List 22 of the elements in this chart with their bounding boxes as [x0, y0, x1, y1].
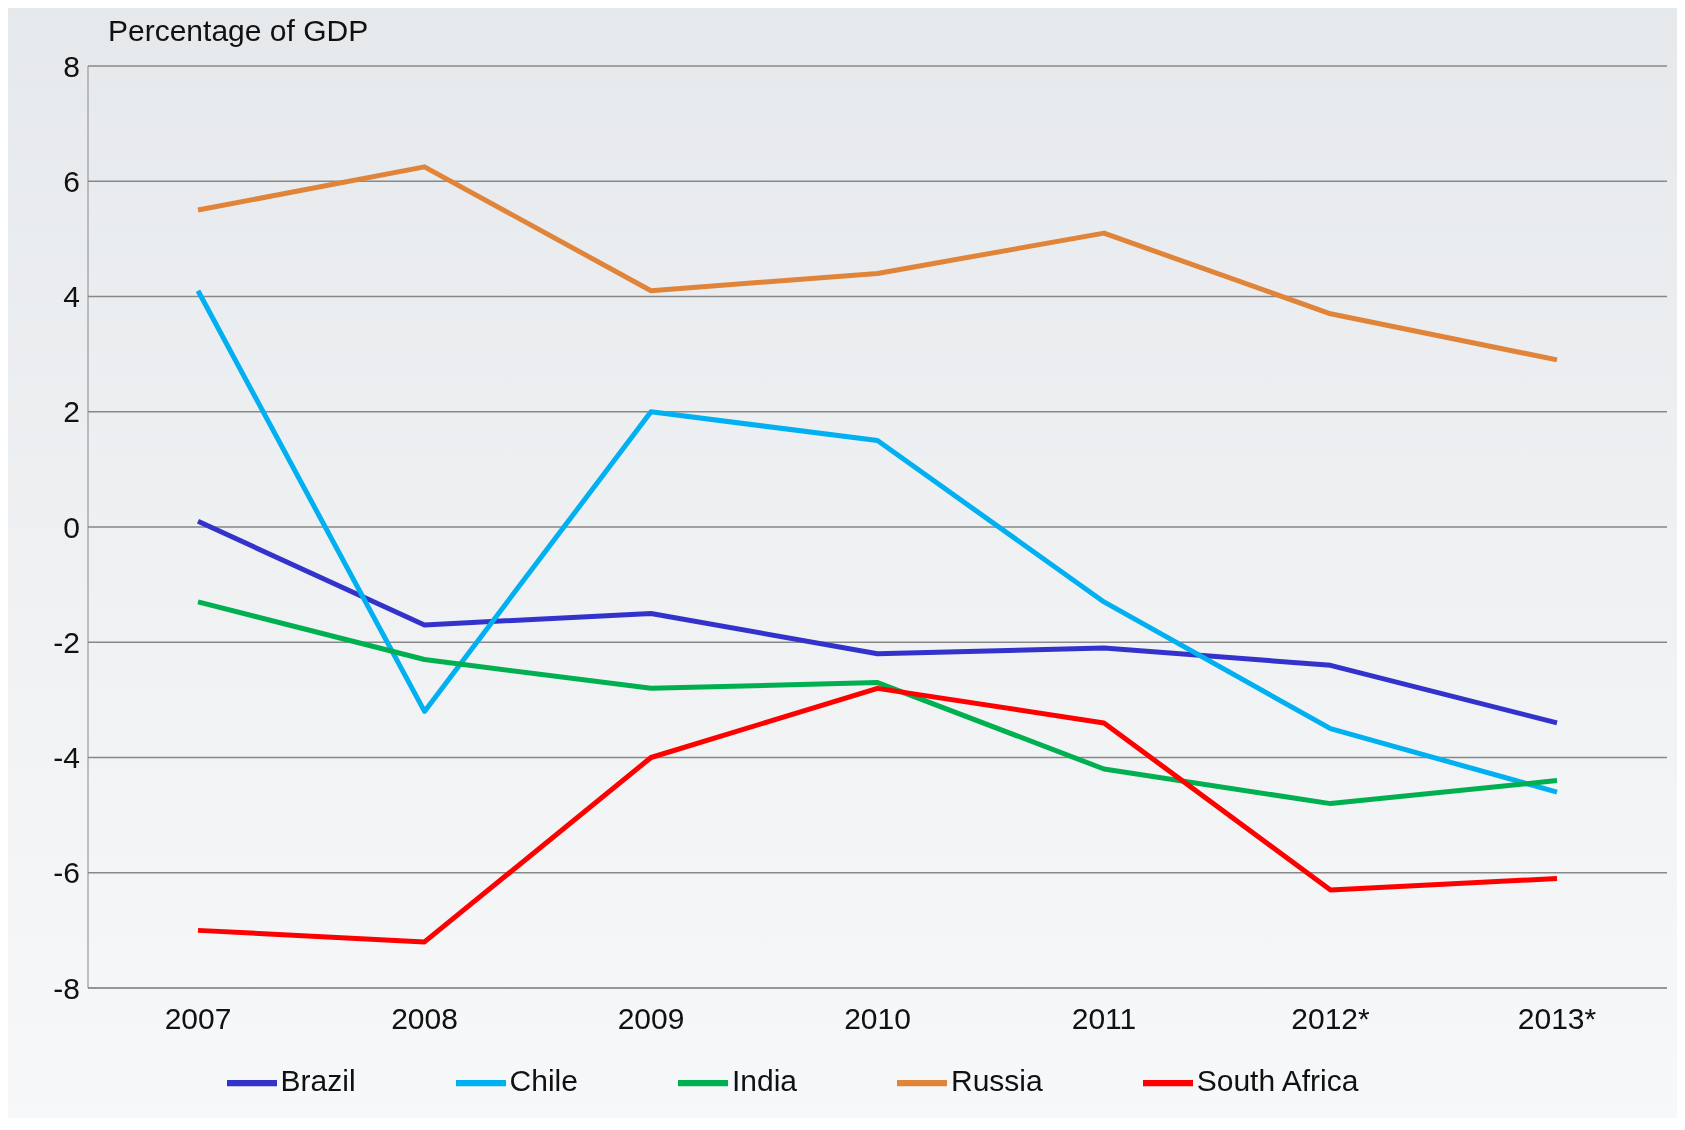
y-tick-label: 4 [63, 280, 80, 314]
x-tick-label: 2009 [617, 1002, 685, 1036]
x-tick-label: 2012* [1291, 1002, 1371, 1036]
y-tick-label: 2 [63, 395, 80, 429]
legend-label: India [731, 1063, 797, 1097]
x-tick-label: 2007 [164, 1002, 232, 1036]
legend-label: Brazil [280, 1063, 356, 1097]
x-tick-label: 2013* [1517, 1002, 1597, 1036]
y-tick-label: -8 [53, 971, 80, 1005]
y-tick-label: 6 [63, 164, 80, 198]
legend-label: Chile [509, 1063, 578, 1097]
x-tick-label: 2011 [1071, 1002, 1137, 1036]
y-tick-label: 8 [63, 49, 80, 83]
y-axis-title: Percentage of GDP [108, 14, 369, 48]
y-tick-label: -6 [53, 856, 80, 890]
legend-label: Russia [950, 1063, 1043, 1097]
x-tick-label: 2008 [391, 1002, 458, 1036]
y-tick-label: 0 [63, 510, 80, 544]
y-tick-label: -2 [53, 625, 80, 659]
y-tick-label: -4 [53, 741, 80, 775]
x-tick-label: 2010 [844, 1002, 911, 1036]
legend-label: South Africa [1196, 1063, 1359, 1097]
